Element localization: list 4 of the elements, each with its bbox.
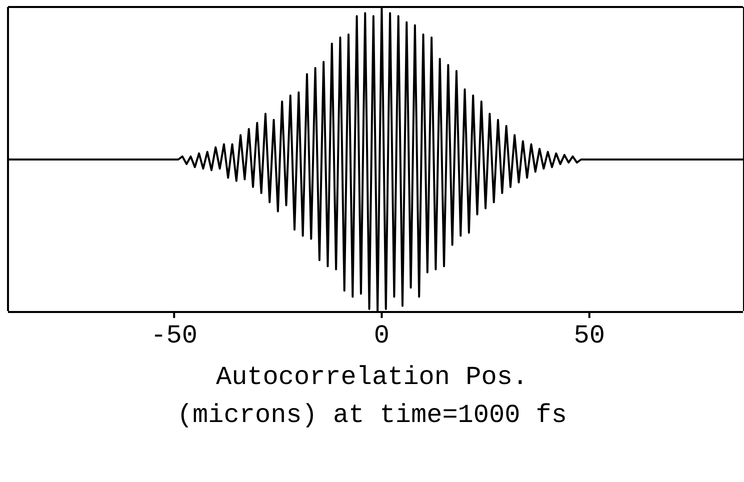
x-tick-label: 0	[374, 320, 390, 350]
x-axis-title: Autocorrelation Pos. (microns) at time=1000 fs	[176, 361, 568, 432]
x-tick-label: 50	[574, 320, 605, 350]
x-tick-label: -50	[150, 320, 198, 350]
